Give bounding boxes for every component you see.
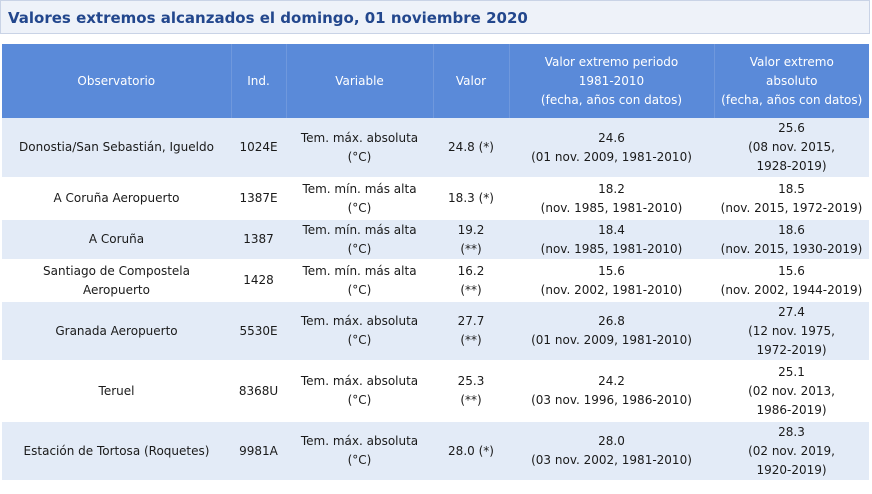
cell-valor-absoluto: 15.6 (nov. 2002, 1944-2019) [714,260,869,302]
header-variable: Variable [286,44,434,118]
cell-valor-absoluto: 18.5 (nov. 2015, 1972-2019) [714,178,869,220]
cell-valor: 18.3 (*) [433,178,509,220]
cell-variable: Tem. mín. más alta (°C) [286,260,433,302]
cell-ind: 1387 [231,219,286,261]
header-valor-absoluto: Valor extremo absoluto (fecha, años con … [714,44,869,118]
header-observatorio: Observatorio [2,44,232,118]
header-ind: Ind. [231,44,287,118]
cell-ind: 1428 [231,260,286,302]
table-row: A Coruña Aeropuerto 1387E Tem. mín. más … [2,178,869,220]
cell-ind: 1024E [231,118,286,179]
table-row: Granada Aeropuerto 5530E Tem. máx. absol… [2,301,869,362]
cell-valor-absoluto: 27.4 (12 nov. 1975, 1972-2019) [714,301,869,362]
table-header-row: Observatorio Ind. Variable Valor Valor e… [2,44,869,118]
cell-valor: 28.0 (*) [433,421,509,482]
table-row: A Coruña 1387 Tem. mín. más alta (°C) 19… [2,219,869,261]
cell-valor-periodo: 18.4 (nov. 1985, 1981-2010) [509,219,714,261]
cell-observatorio: Santiago de Compostela Aeropuerto [2,260,231,302]
cell-valor: 24.8 (*) [433,118,509,179]
cell-variable: Tem. mín. más alta (°C) [286,219,433,261]
header-valor: Valor [433,44,510,118]
page-title: Valores extremos alcanzados el domingo, … [8,9,528,27]
cell-ind: 5530E [231,301,286,362]
cell-variable: Tem. máx. absoluta (°C) [286,421,433,482]
cell-variable: Tem. máx. absoluta (°C) [286,361,433,422]
title-bar: Valores extremos alcanzados el domingo, … [0,0,870,34]
cell-valor-periodo: 28.0 (03 nov. 2002, 1981-2010) [509,421,714,482]
cell-ind: 1387E [231,178,286,220]
cell-observatorio: Donostia/San Sebastián, Igueldo [2,118,231,179]
table-row: Teruel 8368U Tem. máx. absoluta (°C) 25.… [2,361,869,422]
cell-observatorio: Teruel [2,361,231,422]
table-row: Estación de Tortosa (Roquetes) 9981A Tem… [2,421,869,482]
cell-valor-absoluto: 25.6 (08 nov. 2015, 1928-2019) [714,118,869,179]
cell-valor-periodo: 24.2 (03 nov. 1996, 1986-2010) [509,361,714,422]
cell-variable: Tem. máx. absoluta (°C) [286,118,433,179]
cell-valor-periodo: 15.6 (nov. 2002, 1981-2010) [509,260,714,302]
cell-variable: Tem. máx. absoluta (°C) [286,301,433,362]
cell-ind: 8368U [231,361,286,422]
cell-observatorio: Estación de Tortosa (Roquetes) [2,421,231,482]
cell-valor: 19.2 (**) [433,219,509,261]
cell-valor: 16.2 (**) [433,260,509,302]
cell-valor-absoluto: 18.6 (nov. 2015, 1930-2019) [714,219,869,261]
extremes-table: Observatorio Ind. Variable Valor Valor e… [2,44,869,482]
cell-valor-absoluto: 28.3 (02 nov. 2019, 1920-2019) [714,421,869,482]
table-row: Donostia/San Sebastián, Igueldo 1024E Te… [2,118,869,179]
cell-valor-periodo: 24.6 (01 nov. 2009, 1981-2010) [509,118,714,179]
cell-observatorio: A Coruña Aeropuerto [2,178,231,220]
cell-ind: 9981A [231,421,286,482]
cell-observatorio: A Coruña [2,219,231,261]
cell-valor: 27.7 (**) [433,301,509,362]
cell-variable: Tem. mín. más alta (°C) [286,178,433,220]
cell-valor-periodo: 26.8 (01 nov. 2009, 1981-2010) [509,301,714,362]
cell-observatorio: Granada Aeropuerto [2,301,231,362]
cell-valor-absoluto: 25.1 (02 nov. 2013, 1986-2019) [714,361,869,422]
table-row: Santiago de Compostela Aeropuerto 1428 T… [2,260,869,302]
cell-valor-periodo: 18.2 (nov. 1985, 1981-2010) [509,178,714,220]
header-valor-periodo: Valor extremo periodo 1981-2010 (fecha, … [509,44,715,118]
cell-valor: 25.3 (**) [433,361,509,422]
